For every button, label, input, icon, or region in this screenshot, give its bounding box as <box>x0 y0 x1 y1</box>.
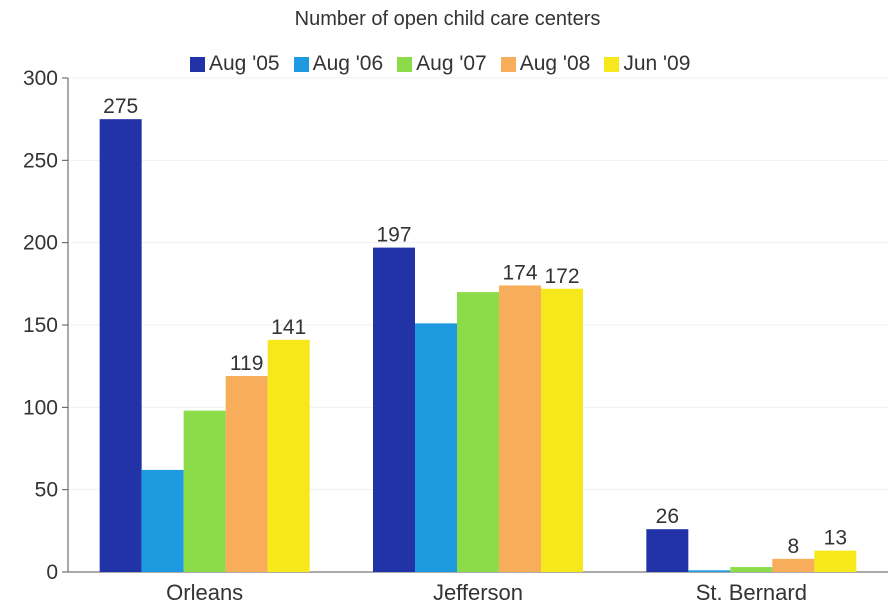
y-tick-label: 50 <box>35 479 58 502</box>
legend-label: Aug '08 <box>519 52 591 75</box>
legend-label: Aug '06 <box>312 52 384 75</box>
bar <box>141 469 184 572</box>
y-tick-label: 100 <box>23 396 58 419</box>
legend-item: Aug '05 <box>190 52 280 76</box>
y-tick-label: 0 <box>46 561 58 584</box>
bar <box>267 339 310 572</box>
bar <box>225 376 268 572</box>
legend-label: Jun '09 <box>623 52 691 75</box>
legend-swatch <box>604 56 620 72</box>
y-tick-label: 150 <box>23 314 58 337</box>
data-label: 13 <box>824 527 847 550</box>
data-label: 141 <box>271 316 306 339</box>
legend-item: Aug '07 <box>397 52 487 76</box>
chart-legend: Aug '05 Aug '06 Aug '07 Aug '08 Jun '09 <box>190 52 690 76</box>
data-label: 26 <box>656 505 679 528</box>
legend-swatch <box>190 56 205 72</box>
bar <box>415 323 457 572</box>
data-label: 174 <box>502 261 537 284</box>
legend-label: Aug '07 <box>416 52 487 75</box>
bar <box>814 550 857 572</box>
legend-swatch <box>500 56 516 72</box>
legend-item: Aug '08 <box>500 52 591 76</box>
legend-label: Aug '05 <box>209 52 280 75</box>
bar <box>457 292 499 572</box>
data-label: 119 <box>230 352 263 375</box>
data-label: 197 <box>376 224 411 247</box>
x-tick-label: Orleans <box>166 580 243 605</box>
y-tick-label: 250 <box>23 149 58 172</box>
y-tick-label: 300 <box>23 67 58 90</box>
x-tick-label: St. Bernard <box>696 580 807 605</box>
bar <box>688 570 731 572</box>
data-label: 172 <box>544 265 579 288</box>
chart-title: Number of open child care centers <box>294 8 601 30</box>
data-label: 275 <box>103 95 138 118</box>
bar <box>183 410 226 572</box>
legend-item: Aug '06 <box>293 52 384 76</box>
bar <box>541 288 583 572</box>
data-label: 8 <box>787 535 799 558</box>
y-tick-label: 200 <box>23 232 58 255</box>
legend-swatch <box>293 56 309 72</box>
legend-swatch <box>397 56 413 72</box>
legend-item: Jun '09 <box>604 52 690 76</box>
bar <box>646 529 689 572</box>
bar <box>730 567 773 572</box>
bar <box>99 119 142 573</box>
bar <box>373 247 415 572</box>
bar <box>499 285 541 572</box>
x-tick-label: Jefferson <box>433 580 523 605</box>
bar <box>772 558 815 572</box>
